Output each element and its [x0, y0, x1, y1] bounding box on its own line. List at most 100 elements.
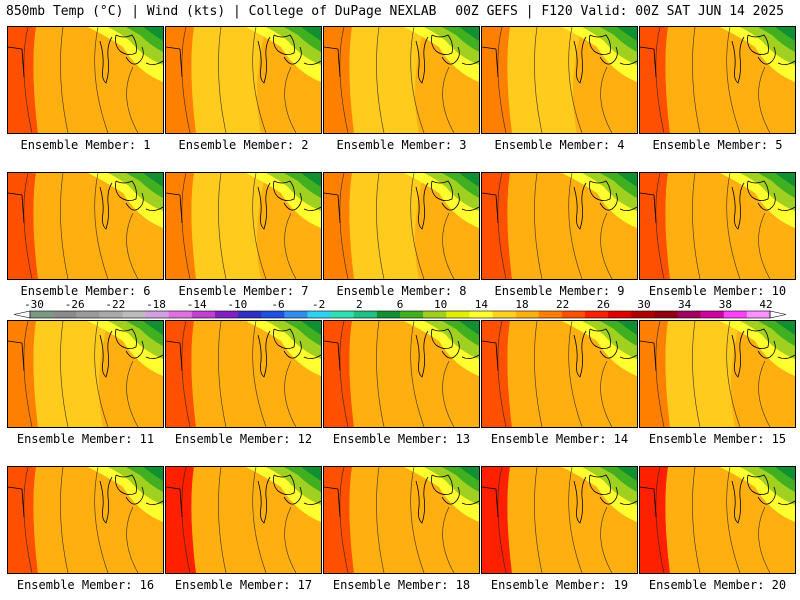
colorbar-segment: [99, 311, 123, 318]
panel-label: Ensemble Member: 9: [494, 284, 625, 298]
colorbar-tick-label: -14: [187, 298, 207, 311]
colorbar-tick-label: 22: [556, 298, 569, 311]
product-title: 850mb Temp (°C) | Wind (kts) | College o…: [6, 4, 437, 19]
colorbar-segment: [677, 311, 701, 318]
ensemble-member-panel: Ensemble Member: 4: [481, 26, 638, 152]
colorbar-tick-label: 34: [678, 298, 692, 311]
ensemble-member-panel: Ensemble Member: 6: [7, 172, 164, 298]
colorbar-segment: [400, 311, 424, 318]
colorbar-segment: [446, 311, 470, 318]
temperature-map: [7, 320, 164, 428]
colorbar-segment: [76, 311, 100, 318]
colorbar-tick-label: -22: [105, 298, 125, 311]
ensemble-member-panel: Ensemble Member: 15: [639, 320, 796, 446]
panel-label: Ensemble Member: 20: [648, 578, 787, 592]
panel-label: Ensemble Member: 1: [20, 138, 151, 152]
colorbar-segment: [538, 311, 563, 318]
colorbar-segment: [561, 311, 586, 318]
panel-label: Ensemble Member: 3: [336, 138, 467, 152]
temperature-colorbar: -30 -26 -22 -18 -14 -10 -6 -2 2 6 10 14 18 22 26 30 34 38…: [0, 297, 800, 319]
run-valid-time: 00Z GEFS | F120 Valid: 00Z SAT JUN 14 20…: [455, 4, 784, 19]
temperature-map: [639, 466, 796, 574]
ensemble-member-panel: Ensemble Member: 16: [7, 466, 164, 592]
panel-label: Ensemble Member: 17: [174, 578, 313, 592]
colorbar-segment: [261, 311, 285, 318]
colorbar-segment: [654, 311, 678, 318]
temperature-map: [165, 466, 322, 574]
colorbar-tick-label: 30: [637, 298, 650, 311]
ensemble-member-panel: Ensemble Member: 19: [481, 466, 638, 592]
colorbar-tick-label: 14: [475, 298, 489, 311]
colorbar-segment: [122, 311, 146, 318]
ensemble-member-panel: Ensemble Member: 3: [323, 26, 480, 152]
colorbar-tick-label: 18: [515, 298, 528, 311]
temperature-map: [481, 466, 638, 574]
ensemble-member-panel: Ensemble Member: 5: [639, 26, 796, 152]
colorbar-tick-label: -30: [24, 298, 44, 311]
temperature-map: [323, 26, 480, 134]
colorbar-segment: [145, 311, 170, 318]
panel-label: Ensemble Member: 8: [336, 284, 467, 298]
panel-label: Ensemble Member: 11: [16, 432, 155, 446]
temperature-map: [323, 320, 480, 428]
colorbar-tick-label: 2: [356, 298, 363, 311]
colorbar-segment: [746, 311, 771, 318]
ensemble-member-panel: Ensemble Member: 7: [165, 172, 322, 298]
colorbar-segment: [723, 311, 748, 318]
ensemble-member-panel: Ensemble Member: 9: [481, 172, 638, 298]
colorbar-segment: [515, 311, 540, 318]
ensemble-member-panel: Ensemble Member: 10: [639, 172, 796, 298]
colorbar-segment: [631, 311, 655, 318]
temperature-map: [481, 26, 638, 134]
temperature-map: [7, 466, 164, 574]
colorbar-segment: [191, 311, 216, 318]
panel-label: Ensemble Member: 14: [490, 432, 629, 446]
panel-label: Ensemble Member: 16: [16, 578, 155, 592]
colorbar-tick-label: 42: [759, 298, 772, 311]
colorbar-outline: [29, 310, 771, 319]
panel-label: Ensemble Member: 10: [648, 284, 787, 298]
temperature-map: [639, 26, 796, 134]
ensemble-member-panel: Ensemble Member: 1: [7, 26, 164, 152]
panel-label: Ensemble Member: 18: [332, 578, 471, 592]
colorbar-segment: [168, 311, 193, 318]
ensemble-member-panel: Ensemble Member: 13: [323, 320, 480, 446]
ensemble-member-panel: Ensemble Member: 11: [7, 320, 164, 446]
colorbar-segment: [608, 311, 632, 318]
colorbar-tick-label: 6: [397, 298, 404, 311]
temperature-map: [323, 172, 480, 280]
colorbar-segment: [353, 311, 378, 318]
temperature-map: [165, 320, 322, 428]
colorbar-segment: [492, 311, 516, 318]
temperature-map: [639, 172, 796, 280]
colorbar-segment: [238, 311, 262, 318]
colorbar-tick-label: -2: [312, 298, 325, 311]
temperature-map: [7, 26, 164, 134]
header: 850mb Temp (°C) | Wind (kts) | College o…: [0, 0, 800, 22]
temperature-map: [7, 172, 164, 280]
ensemble-member-panel: Ensemble Member: 12: [165, 320, 322, 446]
colorbar-tick-label: -6: [271, 298, 284, 311]
colorbar-segment: [330, 311, 355, 318]
temperature-map: [165, 172, 322, 280]
colorbar-segment: [307, 311, 331, 318]
ensemble-member-panel: Ensemble Member: 20: [639, 466, 796, 592]
colorbar-segment: [53, 311, 77, 318]
colorbar-right-arrow: [769, 310, 787, 319]
panel-label: Ensemble Member: 15: [648, 432, 787, 446]
ensemble-member-panel: Ensemble Member: 14: [481, 320, 638, 446]
panel-label: Ensemble Member: 19: [490, 578, 629, 592]
colorbar-segment: [284, 311, 308, 318]
colorbar-segment: [30, 311, 54, 318]
panel-label: Ensemble Member: 13: [332, 432, 471, 446]
colorbar-left-arrow: [13, 310, 31, 319]
colorbar-segment: [469, 311, 493, 318]
colorbar-segment: [376, 311, 401, 318]
temperature-map: [481, 172, 638, 280]
colorbar-tick-label: 38: [719, 298, 732, 311]
panel-label: Ensemble Member: 7: [178, 284, 309, 298]
temperature-map: [165, 26, 322, 134]
panel-label: Ensemble Member: 5: [652, 138, 783, 152]
panel-label: Ensemble Member: 6: [20, 284, 151, 298]
colorbar-tick-label: -18: [146, 298, 166, 311]
